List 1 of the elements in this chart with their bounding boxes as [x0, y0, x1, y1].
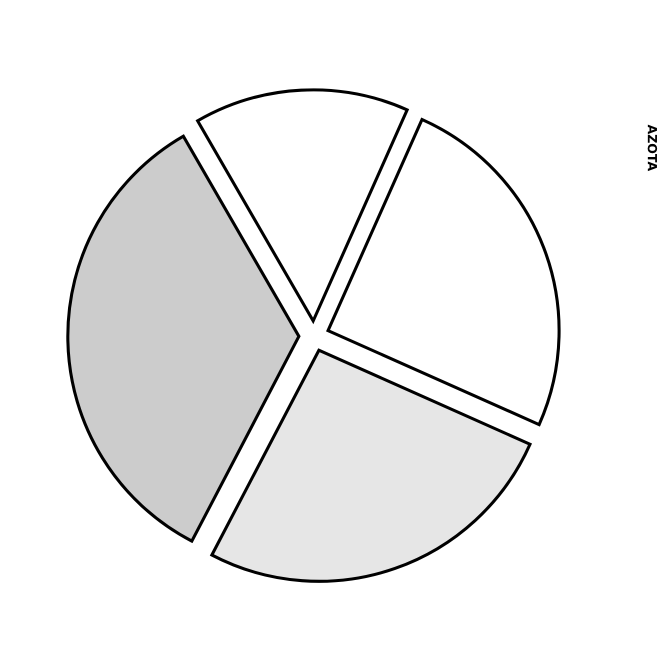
text: AZOTA: [648, 124, 658, 172]
